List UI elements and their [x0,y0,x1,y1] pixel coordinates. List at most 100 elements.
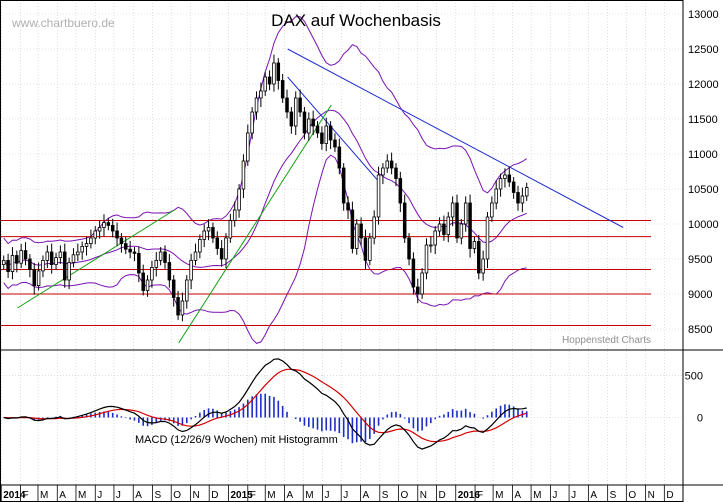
candle [437,223,442,232]
candle [185,279,189,302]
candle [67,262,71,281]
candle [477,241,481,274]
candle [176,297,180,316]
candle [163,251,167,263]
candle [346,202,350,211]
month-label: N [193,490,200,501]
watermark: www.chartbuero.de [11,16,115,30]
candle [468,202,472,249]
month-label: J [97,490,102,501]
candle [241,160,246,190]
month-label: A [514,490,521,501]
candle [411,258,416,288]
candle [289,111,294,127]
candle [97,227,102,232]
candle [433,230,437,246]
candle [10,255,15,273]
candle [137,252,141,274]
candle [276,62,281,81]
candle [237,188,241,211]
month-label: N [420,490,427,501]
candle [416,286,420,295]
candle [302,111,307,134]
candle [402,202,407,239]
month-label: F [250,490,256,501]
price-tick-label: 9000 [688,289,712,301]
trendline [287,48,624,228]
candle [219,248,224,260]
month-label: M [40,490,48,501]
candle [71,254,76,263]
candle [503,174,507,179]
candle [54,257,58,266]
candle [141,272,145,291]
candle [498,178,503,190]
candle [446,216,451,235]
macd-label: MACD (12/26/9 Wochen) mit Histogramm [135,434,338,446]
month-label: O [400,490,408,501]
candle [19,250,23,264]
month-label: A [59,490,66,501]
candle [254,97,259,113]
candle [381,167,385,176]
candle [407,237,411,260]
candle [298,97,302,113]
month-label: N [648,490,655,501]
year-label: 2015 [230,490,253,501]
candle [324,125,328,144]
month-label: A [135,490,142,501]
candle [472,241,477,249]
candle [106,222,111,226]
price-tick-label: 9500 [688,254,712,266]
month-label: D [666,490,673,501]
candle [398,178,403,204]
trendline [178,104,332,344]
candle [171,279,176,298]
candle [84,243,89,247]
candle [49,251,54,266]
price-tick-label: 8500 [688,324,712,336]
month-label: A [362,490,369,501]
month-label: J [552,490,557,501]
candle [394,167,398,179]
price-tick-label: 10500 [688,184,719,196]
price-tick-label: 13000 [688,9,719,21]
candle [363,237,368,261]
candle [507,174,512,183]
price-tick-label: 12500 [688,44,719,56]
candle [193,251,198,261]
candle [228,220,233,239]
signal-line [3,368,527,443]
price-tick-label: 11500 [688,114,718,126]
candle [455,202,459,239]
candle [115,230,119,239]
candle [293,97,298,127]
candle [350,209,355,249]
chart-title: DAX auf Wochenbasis [271,11,441,30]
candle [150,266,154,281]
month-label: S [382,490,389,501]
month-label: O [628,490,636,501]
candle [424,244,429,274]
candle [376,174,381,218]
trendline [17,209,175,309]
candle [28,258,32,270]
candle [132,251,137,254]
candle [311,118,315,127]
month-label: F [23,490,29,501]
month-label: D [438,490,445,501]
candle [272,62,276,85]
trendline [287,76,380,183]
candle [211,227,215,239]
candle [189,259,193,281]
candle [359,223,363,239]
candle [215,237,220,249]
month-label: O [173,490,181,501]
candle [267,76,272,85]
candle [481,258,485,274]
candle [337,146,342,169]
candle [102,222,106,228]
candle [246,132,250,162]
